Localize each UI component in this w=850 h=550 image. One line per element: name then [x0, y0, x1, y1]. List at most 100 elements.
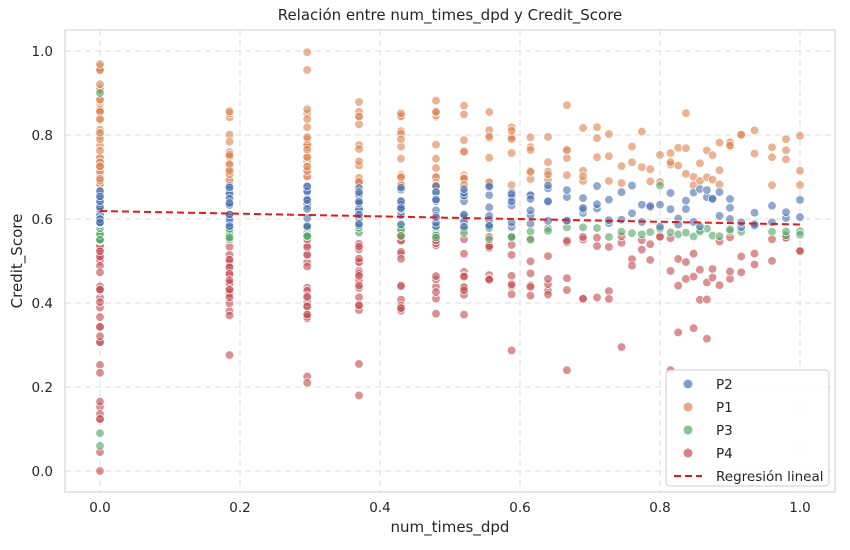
point-p1 — [681, 108, 691, 118]
point-p2 — [484, 181, 494, 191]
point-p4 — [506, 271, 517, 281]
point-p4 — [484, 275, 494, 285]
point-p1 — [795, 131, 805, 141]
point-p4 — [396, 303, 406, 313]
point-p2 — [354, 209, 364, 220]
point-p1 — [484, 131, 494, 142]
point-p1 — [736, 130, 746, 140]
point-p1 — [431, 163, 441, 173]
legend-label-p3: P3 — [716, 423, 733, 439]
point-p4 — [543, 251, 553, 261]
point-p4 — [673, 254, 683, 264]
point-p2 — [95, 217, 105, 227]
point-p2 — [604, 194, 614, 205]
point-p1 — [707, 174, 718, 185]
point-p2 — [354, 196, 364, 207]
point-p2 — [354, 219, 364, 229]
x-tick-label: 1.0 — [789, 500, 810, 516]
point-p4 — [673, 281, 683, 291]
point-p3 — [543, 226, 553, 236]
point-p1 — [681, 169, 691, 179]
point-p3 — [637, 229, 647, 239]
legend-label-p1: P1 — [716, 400, 733, 416]
point-p1 — [525, 167, 536, 177]
point-p2 — [795, 195, 805, 205]
legend-label-p4: P4 — [716, 446, 733, 462]
point-p2 — [702, 185, 712, 195]
point-p4 — [354, 292, 364, 302]
legend-marker-p1 — [683, 402, 693, 412]
point-p1 — [506, 126, 517, 136]
point-p1 — [431, 95, 441, 106]
point-p2 — [484, 202, 494, 213]
point-p2 — [592, 199, 602, 209]
point-p2 — [224, 182, 235, 193]
point-p2 — [749, 220, 760, 230]
point-p1 — [431, 106, 441, 117]
point-p1 — [578, 123, 588, 133]
point-p4 — [562, 273, 572, 283]
y-tick-label: 0.8 — [32, 128, 53, 144]
point-p2 — [749, 208, 760, 218]
point-p4 — [354, 390, 364, 401]
legend-marker-p4 — [683, 448, 693, 458]
point-p2 — [396, 183, 406, 193]
point-p2 — [714, 187, 725, 197]
point-p4 — [592, 241, 602, 251]
point-p1 — [302, 47, 312, 57]
point-p4 — [562, 236, 572, 246]
point-p2 — [681, 196, 691, 206]
point-p2 — [525, 194, 536, 204]
legend-box — [665, 369, 830, 487]
point-p4 — [645, 255, 655, 265]
point-p4 — [459, 285, 469, 295]
point-p4 — [714, 280, 725, 290]
y-tick-label: 0.0 — [32, 464, 53, 480]
point-p2 — [655, 199, 665, 210]
x-axis-ticks: 0.0 0.2 0.4 0.6 0.8 1.0 — [89, 500, 810, 516]
point-p2 — [224, 221, 235, 231]
point-p4 — [95, 466, 105, 476]
point-p2 — [459, 184, 469, 194]
point-p1 — [627, 141, 637, 152]
point-p3 — [95, 441, 105, 451]
y-tick-label: 0.2 — [32, 380, 53, 396]
point-p1 — [714, 165, 725, 175]
point-p1 — [354, 111, 364, 122]
point-p1 — [562, 153, 572, 163]
point-p4 — [95, 414, 105, 424]
point-p3 — [578, 222, 588, 232]
point-p2 — [543, 216, 553, 226]
point-p1 — [354, 97, 364, 107]
point-p4 — [506, 250, 517, 260]
point-p1 — [396, 134, 406, 144]
point-p4 — [95, 297, 105, 307]
point-p1 — [604, 176, 614, 186]
point-p2 — [681, 204, 691, 214]
point-p4 — [354, 280, 364, 291]
point-p3 — [95, 428, 105, 438]
point-p4 — [224, 310, 235, 321]
point-p4 — [604, 286, 614, 296]
point-p2 — [484, 190, 494, 200]
point-p4 — [95, 331, 105, 341]
x-tick-label: 0.2 — [229, 500, 250, 516]
point-p4 — [224, 275, 235, 285]
point-p1 — [543, 169, 553, 180]
point-p4 — [396, 254, 406, 264]
legend-label-regression: Regresión lineal — [716, 469, 824, 485]
point-p4 — [673, 327, 683, 338]
point-p2 — [736, 217, 746, 227]
point-p3 — [688, 231, 699, 242]
point-p4 — [543, 289, 553, 300]
point-p2 — [707, 194, 718, 204]
point-p1 — [525, 132, 536, 142]
point-p3 — [525, 226, 536, 237]
legend-marker-p2 — [683, 379, 693, 389]
point-p4 — [224, 285, 235, 295]
point-p2 — [543, 180, 553, 191]
point-p1 — [484, 153, 494, 163]
point-p1 — [95, 127, 105, 138]
point-p4 — [795, 246, 805, 256]
